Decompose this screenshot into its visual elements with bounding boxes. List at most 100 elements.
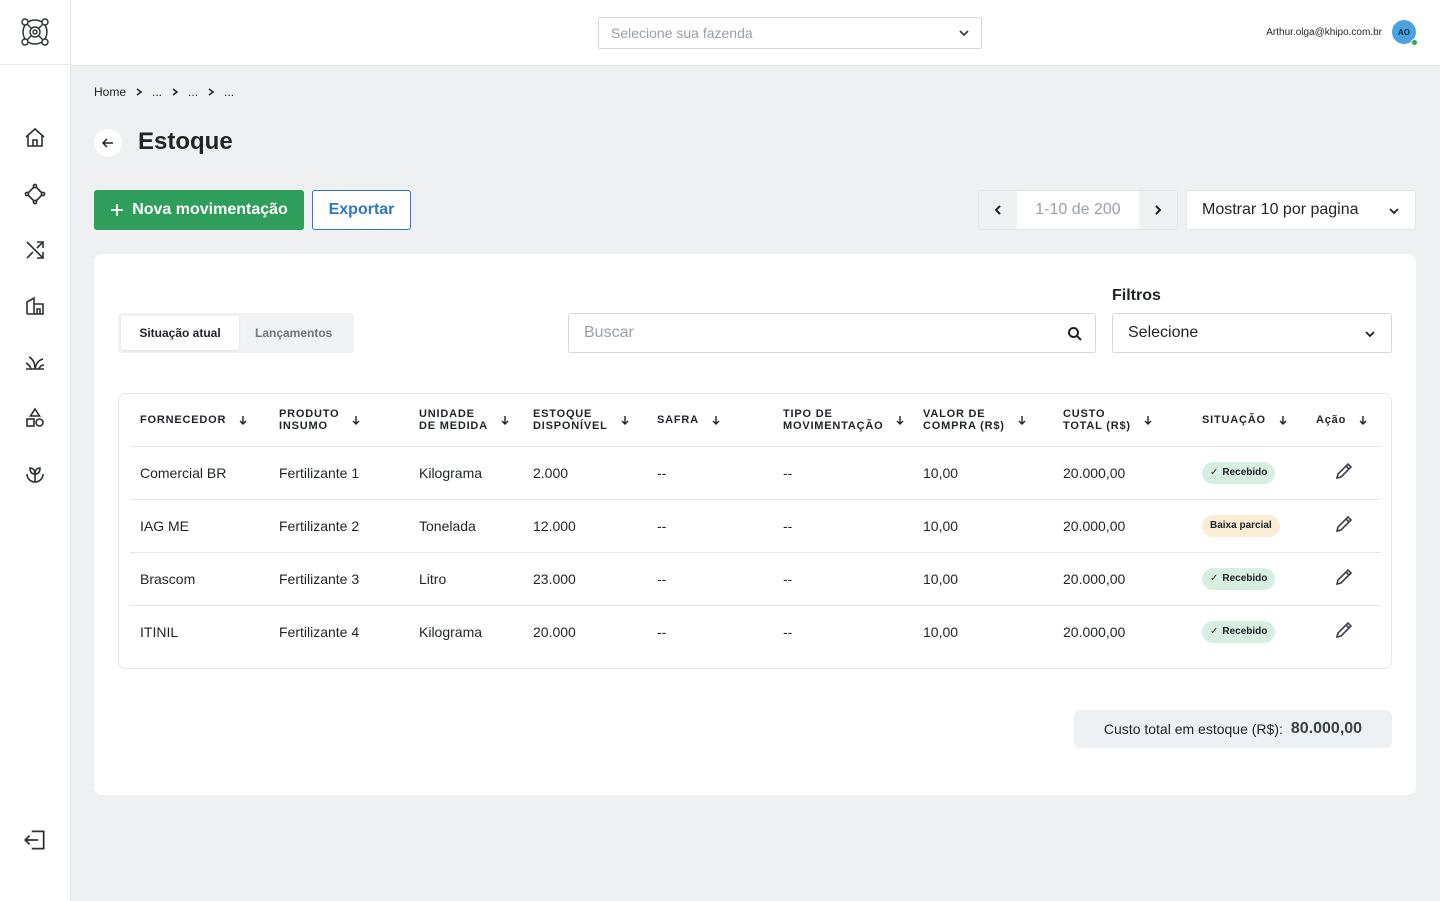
cell-unidade: Tonelada	[409, 499, 523, 553]
edit-button[interactable]	[1334, 620, 1354, 640]
column-header[interactable]: SAFRA	[647, 394, 773, 447]
sort-arrow-icon[interactable]	[1358, 415, 1368, 425]
column-header[interactable]: VALOR DE COMPRA (R$)	[913, 394, 1053, 447]
column-header-line: PRODUTO	[279, 407, 340, 420]
check-icon: ✓	[1210, 467, 1219, 478]
sort-arrow-icon[interactable]	[1017, 415, 1027, 425]
column-header-line: SAFRA	[657, 413, 699, 426]
export-button[interactable]: Exportar	[312, 190, 411, 230]
logout-button[interactable]	[0, 827, 70, 853]
breadcrumb-item[interactable]: ...	[188, 85, 199, 99]
sidebar-item-home[interactable]	[0, 110, 70, 166]
next-page-button[interactable]	[1139, 191, 1177, 229]
cell-acao	[1306, 552, 1380, 606]
page-title: Estoque	[138, 128, 233, 155]
column-header[interactable]: CUSTO TOTAL (R$)	[1053, 394, 1192, 447]
total-cost-value: 80.000,00	[1290, 720, 1363, 737]
edit-button[interactable]	[1334, 514, 1354, 534]
new-movement-button[interactable]: Nova movimentação	[94, 190, 304, 230]
column-header[interactable]: UNIDADE DE MEDIDA	[409, 394, 523, 447]
search-input[interactable]	[584, 324, 1080, 342]
cell-produto: Fertilizante 3	[269, 552, 409, 606]
breadcrumb-home[interactable]: Home	[94, 85, 127, 99]
chevron-down-icon	[1389, 208, 1399, 215]
user-menu[interactable]: Arthur.olga@khipo.com.br AO	[1266, 20, 1418, 46]
sort-arrow-icon[interactable]	[895, 415, 905, 425]
breadcrumb-item[interactable]: ...	[224, 85, 235, 99]
column-header[interactable]: SITUAÇÃO	[1192, 394, 1306, 447]
sidebar-item-areas[interactable]	[0, 166, 70, 222]
online-status-dot	[1411, 39, 1418, 46]
farm-select[interactable]: Selecione sua fazenda	[598, 17, 982, 49]
logo[interactable]	[0, 0, 70, 65]
column-header-label: VALOR DE COMPRA (R$)	[923, 408, 1005, 432]
chevron-right-icon	[1155, 205, 1162, 215]
sort-arrow-icon[interactable]	[351, 415, 361, 425]
sort-arrow-icon[interactable]	[620, 415, 630, 425]
column-header-label: SAFRA	[657, 414, 699, 426]
status-badge-label: Recebido	[1222, 467, 1268, 478]
cell-situacao: ✓ Recebido	[1192, 605, 1306, 658]
column-header-line: SITUAÇÃO	[1202, 413, 1266, 426]
column-header-label: UNIDADE DE MEDIDA	[419, 408, 488, 432]
cell-produto: Fertilizante 2	[269, 499, 409, 553]
cell-valor: 10,00	[923, 623, 959, 640]
logout-icon	[24, 830, 45, 850]
cell-tipo: --	[773, 446, 913, 500]
column-header[interactable]: PRODUTO INSUMO	[269, 394, 409, 447]
cell-acao	[1306, 605, 1380, 658]
prev-page-button[interactable]	[979, 191, 1017, 229]
avatar[interactable]: AO	[1392, 20, 1418, 46]
column-header-label: TIPO DE MOVIMENTAÇÃO	[783, 408, 883, 432]
edit-button[interactable]	[1334, 461, 1354, 481]
sort-arrow-icon[interactable]	[1278, 415, 1288, 425]
sort-arrow-icon[interactable]	[500, 415, 510, 425]
tab-entries[interactable]: Lançamentos	[255, 326, 333, 340]
sort-arrow-icon[interactable]	[1143, 415, 1153, 425]
user-email: Arthur.olga@khipo.com.br	[1266, 26, 1382, 38]
filters-label: Filtros	[1112, 287, 1161, 304]
sidebar-item-inputs[interactable]	[0, 390, 70, 446]
column-header-line: TIPO DE	[783, 407, 833, 420]
cell-produto: Fertilizante 4	[279, 623, 360, 640]
column-header[interactable]: Ação	[1306, 394, 1380, 447]
pencil-icon	[1335, 462, 1353, 480]
per-page-select[interactable]: Mostrar 10 por pagina	[1186, 190, 1416, 230]
farm-select-placeholder: Selecione sua fazenda	[611, 25, 753, 41]
top-header: Selecione sua fazenda Arthur.olga@khipo.…	[71, 0, 1440, 66]
sidebar-item-crops[interactable]	[0, 334, 70, 390]
chevron-down-icon	[959, 30, 969, 37]
search-icon[interactable]	[1067, 326, 1083, 342]
cell-custo: 20.000,00	[1053, 499, 1192, 553]
sidebar-item-movements[interactable]	[0, 222, 70, 278]
status-badge: ✓ Recebido	[1202, 567, 1276, 590]
sidebar-item-warehouse[interactable]	[0, 278, 70, 334]
edit-button[interactable]	[1334, 567, 1354, 587]
cell-custo: 20.000,00	[1053, 446, 1192, 500]
cell-safra: --	[647, 499, 773, 553]
table-row: Brascom Fertilizante 3 Litro 23.000 -- -- 10,0…	[130, 552, 1380, 606]
column-header-line: TOTAL (R$)	[1063, 419, 1131, 432]
chevron-down-icon	[1365, 331, 1375, 338]
sidebar-nav	[0, 110, 70, 502]
column-header[interactable]: TIPO DE MOVIMENTAÇÃO	[773, 394, 913, 447]
cell-situacao: Baixa parcial	[1192, 499, 1306, 553]
cell-safra: --	[657, 623, 667, 640]
cell-valor: 10,00	[913, 499, 1053, 553]
sort-arrow-icon[interactable]	[711, 415, 721, 425]
shuffle-icon	[26, 241, 44, 259]
sidebar-item-production[interactable]	[0, 446, 70, 502]
column-header-label: CUSTO TOTAL (R$)	[1063, 408, 1131, 432]
breadcrumb-item[interactable]: ...	[152, 85, 163, 99]
cell-tipo: --	[783, 623, 793, 640]
tab-current-situation[interactable]: Situação atual	[121, 316, 239, 350]
check-icon: ✓	[1210, 573, 1219, 584]
status-badge-label: Baixa parcial	[1210, 520, 1272, 531]
column-header[interactable]: ESTOQUE DISPONÍVEL	[523, 394, 647, 447]
filters-select[interactable]: Selecione	[1112, 313, 1392, 353]
sort-arrow-icon[interactable]	[238, 415, 248, 425]
column-header[interactable]: FORNECEDOR	[130, 394, 269, 447]
status-badge-label: Recebido	[1222, 573, 1268, 584]
cell-valor: 10,00	[913, 552, 1053, 606]
back-button[interactable]	[94, 129, 122, 157]
